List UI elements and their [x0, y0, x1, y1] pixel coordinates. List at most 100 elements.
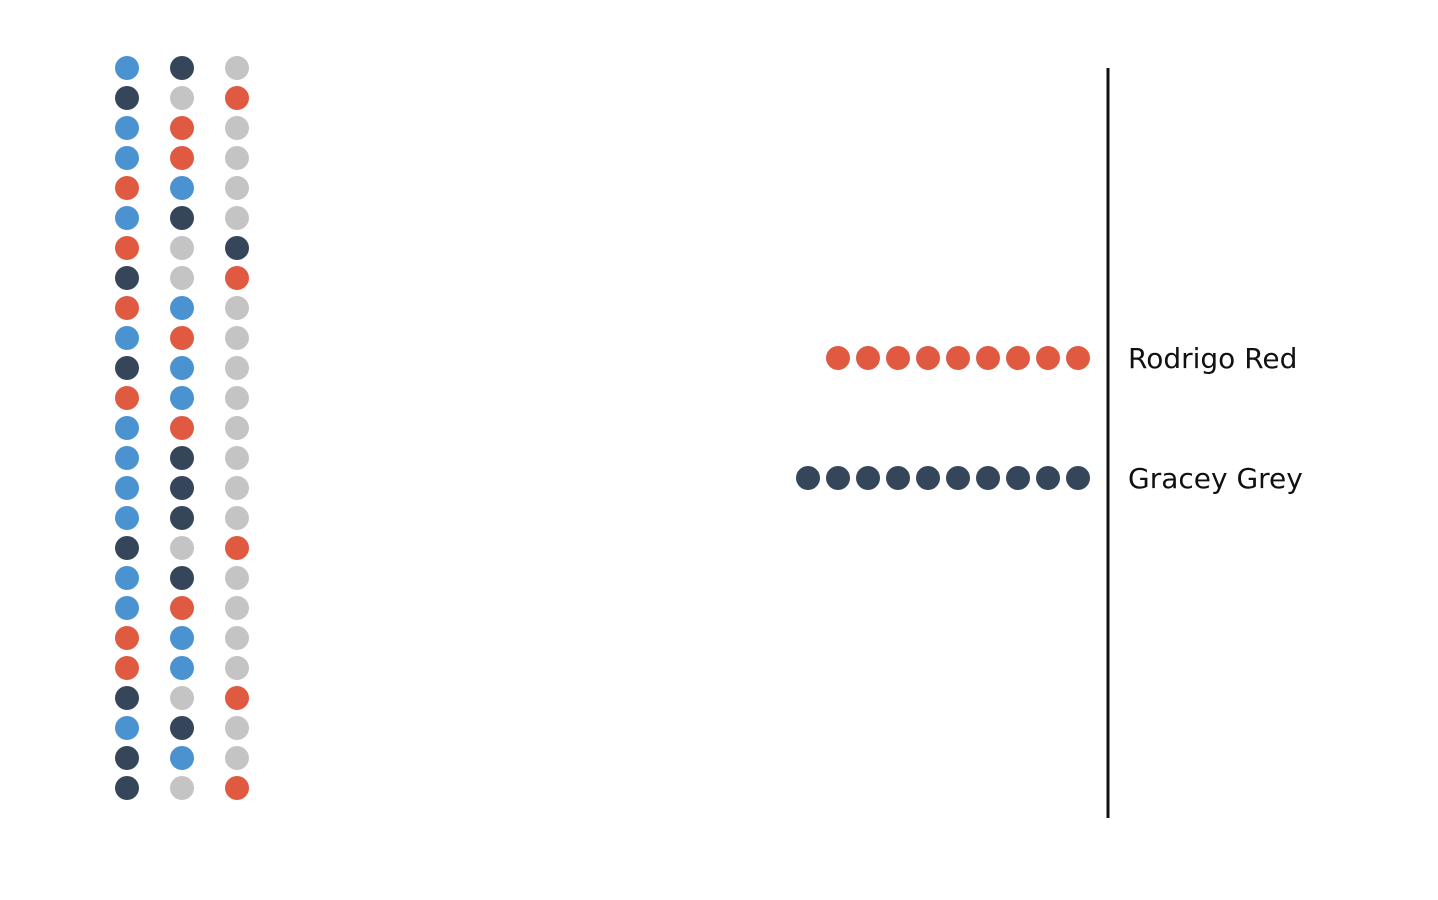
ballot-dot-row-20-rank-3: [225, 626, 249, 650]
ballot-dot-row-5-rank-2: [170, 176, 194, 200]
tally-dot-gracey-grey-6: [916, 466, 940, 490]
ballot-dot-row-22-rank-1: [115, 686, 139, 710]
ballot-dot-row-13-rank-1: [115, 416, 139, 440]
ballot-dot-row-4-rank-2: [170, 146, 194, 170]
ballot-dot-row-23-rank-1: [115, 716, 139, 740]
tally-dot-gracey-grey-4: [976, 466, 1000, 490]
ballot-dot-row-9-rank-2: [170, 296, 194, 320]
series-label-gracey-grey: Gracey Grey: [1128, 462, 1303, 495]
ballot-dot-row-24-rank-1: [115, 746, 139, 770]
ballot-dot-row-2-rank-2: [170, 86, 194, 110]
ballot-dot-row-12-rank-2: [170, 386, 194, 410]
tally-dot-rodrigo-red-4: [976, 346, 1000, 370]
tally-dot-gracey-grey-7: [886, 466, 910, 490]
ballot-dot-row-4-rank-1: [115, 146, 139, 170]
ballot-dot-row-21-rank-1: [115, 656, 139, 680]
ballot-dot-row-6-rank-1: [115, 206, 139, 230]
ballot-dot-row-11-rank-1: [115, 356, 139, 380]
tally-dot-rodrigo-red-3: [1006, 346, 1030, 370]
ballot-dot-row-24-rank-2: [170, 746, 194, 770]
ballot-dot-row-17-rank-3: [225, 536, 249, 560]
tally-dot-rodrigo-red-1: [1066, 346, 1090, 370]
ballot-dot-row-15-rank-3: [225, 476, 249, 500]
ballot-dot-row-9-rank-1: [115, 296, 139, 320]
ballot-dot-row-6-rank-2: [170, 206, 194, 230]
tally-dot-rodrigo-red-6: [916, 346, 940, 370]
ballot-dot-row-3-rank-3: [225, 116, 249, 140]
ballot-dot-row-17-rank-2: [170, 536, 194, 560]
ballot-dot-row-3-rank-2: [170, 116, 194, 140]
ballot-dot-row-18-rank-3: [225, 566, 249, 590]
ballot-dot-row-2-rank-3: [225, 86, 249, 110]
ballot-dot-row-19-rank-1: [115, 596, 139, 620]
ballot-grid: [115, 56, 249, 800]
tally-dot-rodrigo-red-7: [886, 346, 910, 370]
ballot-dot-row-19-rank-3: [225, 596, 249, 620]
ballot-dot-row-3-rank-1: [115, 116, 139, 140]
ballot-dot-row-8-rank-2: [170, 266, 194, 290]
tally-dot-rodrigo-red-9: [826, 346, 850, 370]
tally-dot-gracey-grey-3: [1006, 466, 1030, 490]
ballot-dot-row-19-rank-2: [170, 596, 194, 620]
tally-rows: Rodrigo Red Gracey Grey: [796, 342, 1303, 495]
ballot-dot-row-8-rank-3: [225, 266, 249, 290]
ballot-dot-row-14-rank-1: [115, 446, 139, 470]
ballot-dot-row-18-rank-2: [170, 566, 194, 590]
ballot-dot-row-14-rank-3: [225, 446, 249, 470]
ballot-dot-row-12-rank-3: [225, 386, 249, 410]
ballot-dot-row-25-rank-1: [115, 776, 139, 800]
ballot-dot-row-16-rank-2: [170, 506, 194, 530]
ballot-dot-row-14-rank-2: [170, 446, 194, 470]
tally-dot-rodrigo-red-8: [856, 346, 880, 370]
ballot-dot-row-11-rank-2: [170, 356, 194, 380]
ballot-dot-row-15-rank-1: [115, 476, 139, 500]
ballot-dot-row-16-rank-3: [225, 506, 249, 530]
ballot-dot-row-9-rank-3: [225, 296, 249, 320]
ballot-dot-row-15-rank-2: [170, 476, 194, 500]
ballot-dot-row-21-rank-2: [170, 656, 194, 680]
ballot-dot-row-10-rank-3: [225, 326, 249, 350]
ballot-dot-row-4-rank-3: [225, 146, 249, 170]
ballot-dot-row-25-rank-2: [170, 776, 194, 800]
ballot-dot-row-21-rank-3: [225, 656, 249, 680]
tally-dot-gracey-grey-10: [796, 466, 820, 490]
series-label-rodrigo-red: Rodrigo Red: [1128, 342, 1297, 375]
ballot-dot-row-1-rank-2: [170, 56, 194, 80]
ballot-dot-row-10-rank-1: [115, 326, 139, 350]
ballot-dot-row-1-rank-1: [115, 56, 139, 80]
ballot-dot-row-6-rank-3: [225, 206, 249, 230]
tally-dot-gracey-grey-1: [1066, 466, 1090, 490]
tally-dot-rodrigo-red-2: [1036, 346, 1060, 370]
ballot-dot-row-23-rank-2: [170, 716, 194, 740]
ballot-dot-row-22-rank-2: [170, 686, 194, 710]
ballot-dot-row-23-rank-3: [225, 716, 249, 740]
ballot-dot-row-24-rank-3: [225, 746, 249, 770]
ballot-dot-row-20-rank-1: [115, 626, 139, 650]
ballot-dot-row-22-rank-3: [225, 686, 249, 710]
ballot-dot-row-20-rank-2: [170, 626, 194, 650]
tally-dot-gracey-grey-5: [946, 466, 970, 490]
ballot-dot-row-2-rank-1: [115, 86, 139, 110]
ballot-dot-row-5-rank-3: [225, 176, 249, 200]
tally-dot-gracey-grey-8: [856, 466, 880, 490]
tally-dot-gracey-grey-2: [1036, 466, 1060, 490]
ballot-dot-row-18-rank-1: [115, 566, 139, 590]
ballot-dot-row-16-rank-1: [115, 506, 139, 530]
ballot-dot-row-7-rank-1: [115, 236, 139, 260]
ballot-dot-row-13-rank-3: [225, 416, 249, 440]
ballot-dot-row-7-rank-3: [225, 236, 249, 260]
ballot-dot-row-11-rank-3: [225, 356, 249, 380]
ballot-dot-row-7-rank-2: [170, 236, 194, 260]
ballot-dot-row-5-rank-1: [115, 176, 139, 200]
ballot-dot-row-1-rank-3: [225, 56, 249, 80]
ballot-dot-row-13-rank-2: [170, 416, 194, 440]
ballot-dot-row-17-rank-1: [115, 536, 139, 560]
ballot-dot-row-12-rank-1: [115, 386, 139, 410]
ballot-dot-row-25-rank-3: [225, 776, 249, 800]
ballot-dot-row-8-rank-1: [115, 266, 139, 290]
tally-dot-rodrigo-red-5: [946, 346, 970, 370]
tally-dot-gracey-grey-9: [826, 466, 850, 490]
ballot-dot-row-10-rank-2: [170, 326, 194, 350]
